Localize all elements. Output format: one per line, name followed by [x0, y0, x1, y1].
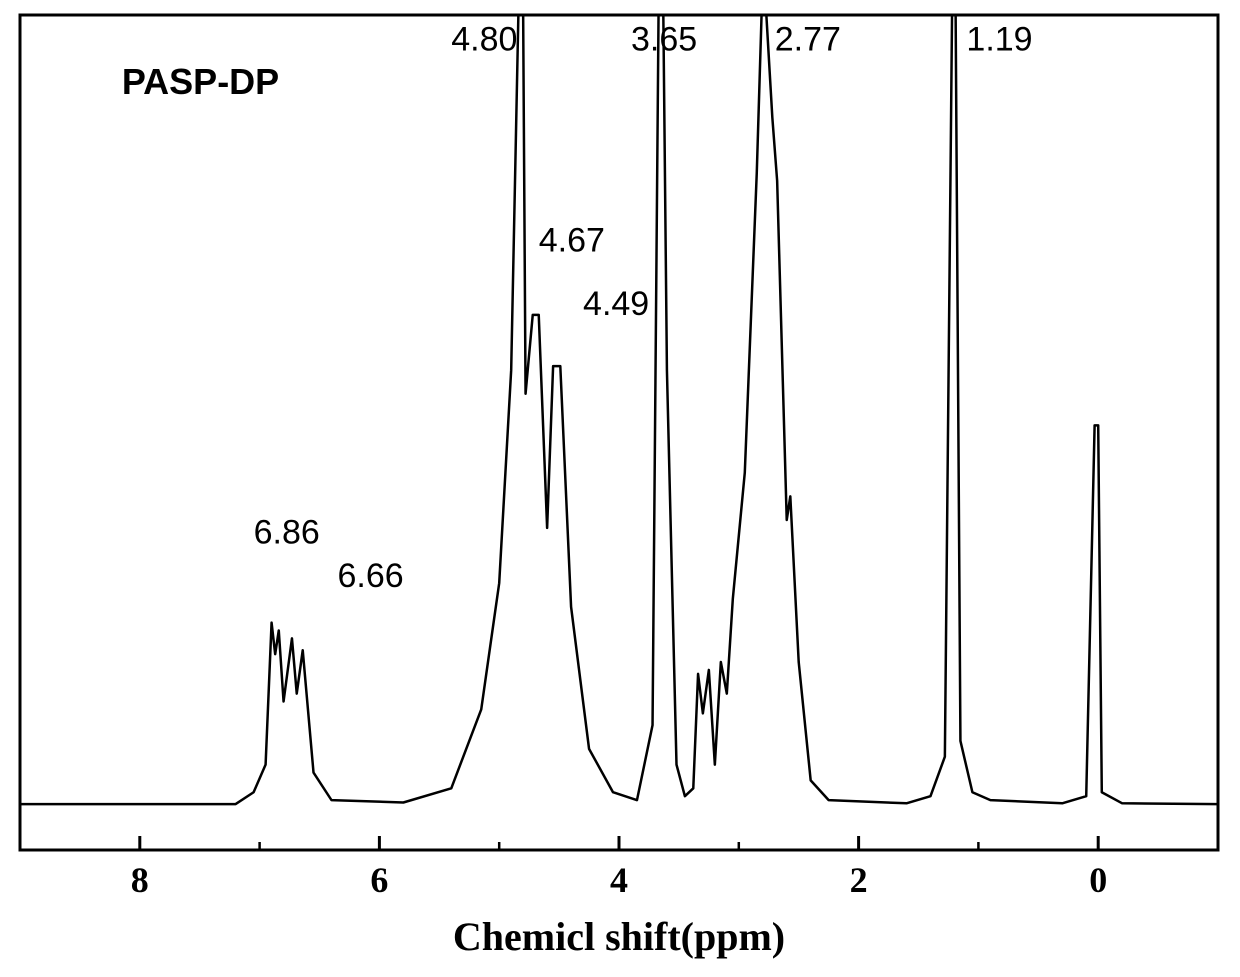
chart-title: PASP-DP: [122, 61, 279, 102]
peak-label: 1.19: [966, 21, 1032, 59]
peak-label: 2.77: [775, 21, 841, 59]
peak-label: 4.49: [583, 285, 649, 323]
x-tick-label: 6: [370, 860, 388, 900]
x-tick-label: 2: [850, 860, 868, 900]
x-tick-label: 8: [131, 860, 149, 900]
peak-label: 6.66: [337, 557, 403, 595]
peak-label: 4.80: [451, 21, 517, 59]
x-axis-label: Chemicl shift(ppm): [453, 914, 785, 959]
peak-label: 3.65: [631, 21, 697, 59]
peak-label: 6.86: [254, 514, 320, 552]
peak-label: 4.67: [539, 222, 605, 260]
x-tick-label: 4: [610, 860, 628, 900]
nmr-spectrum-chart: 8 6 4 2 0 Chemicl shift(ppm) PASP-DP 4.80 3.65 2.…: [0, 0, 1240, 977]
chart-svg: 8 6 4 2 0 Chemicl shift(ppm) PASP-DP 4.80 3.65 2.…: [0, 0, 1240, 977]
x-tick-label: 0: [1089, 860, 1107, 900]
